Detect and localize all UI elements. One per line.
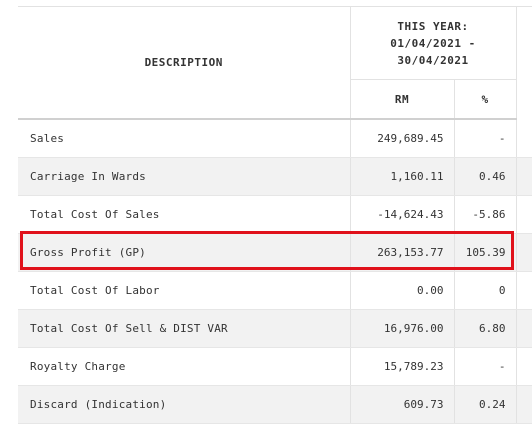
row-percent: 0.24 <box>453 385 517 424</box>
row-extra-cell <box>515 195 532 234</box>
table-row: Royalty Charge 15,789.23 - <box>18 347 532 386</box>
description-column-header: DESCRIPTION <box>18 6 350 120</box>
row-percent: 105.39 <box>453 233 517 272</box>
row-percent: 0.46 <box>453 157 517 196</box>
row-extra-cell <box>515 157 532 196</box>
row-description: Total Cost Of Sales <box>18 195 350 234</box>
rm-column-header: RM <box>349 79 454 120</box>
row-percent: 0 <box>453 271 517 310</box>
table-row: Sales 249,689.45 - <box>18 119 532 158</box>
financial-table-container: DESCRIPTION THIS YEAR: 01/04/2021 - 30/0… <box>18 6 532 436</box>
period-column-header: THIS YEAR: 01/04/2021 - 30/04/2021 <box>349 6 517 80</box>
row-amount-rm: 609.73 <box>349 385 454 424</box>
row-description: Discard (Indication) <box>18 385 350 424</box>
row-amount-rm: 16,976.00 <box>349 309 454 348</box>
row-extra-cell <box>515 233 532 272</box>
row-description: Sales <box>18 119 350 158</box>
table-row: Total Cost Of Sales -14,624.43 -5.86 <box>18 195 532 234</box>
row-extra-cell <box>515 309 532 348</box>
period-end-date: 30/04/2021 <box>397 53 469 67</box>
table-row: Carriage In Wards 1,160.11 0.46 <box>18 157 532 196</box>
row-extra-cell <box>515 385 532 424</box>
row-amount-rm: 1,160.11 <box>349 157 454 196</box>
table-row: Discard (Indication) 609.73 0.24 <box>18 385 532 424</box>
row-description: Royalty Charge <box>18 347 350 386</box>
row-description: Total Cost Of Labor <box>18 271 350 310</box>
row-amount-rm: -14,624.43 <box>349 195 454 234</box>
row-percent: -5.86 <box>453 195 517 234</box>
table-row: Total Cost Of Labor 0.00 0 <box>18 271 532 310</box>
table-row-gross-profit: Gross Profit (GP) 263,153.77 105.39 <box>18 233 532 272</box>
row-percent: 6.80 <box>453 309 517 348</box>
row-amount-rm: 15,789.23 <box>349 347 454 386</box>
row-description: Gross Profit (GP) <box>18 233 350 272</box>
row-percent: - <box>453 119 517 158</box>
row-amount-rm: 263,153.77 <box>349 233 454 272</box>
row-percent: - <box>453 347 517 386</box>
row-extra-cell <box>515 271 532 310</box>
row-amount-rm: 0.00 <box>349 271 454 310</box>
profit-loss-table: DESCRIPTION THIS YEAR: 01/04/2021 - 30/0… <box>18 6 532 424</box>
row-amount-rm: 249,689.45 <box>349 119 454 158</box>
period-label: THIS YEAR: <box>397 19 469 33</box>
percent-column-header: % <box>453 79 517 120</box>
extra-column-header <box>515 6 532 119</box>
row-description: Total Cost Of Sell & DIST VAR <box>18 309 350 348</box>
period-start-date: 01/04/2021 - <box>390 36 476 50</box>
table-row: Total Cost Of Sell & DIST VAR 16,976.00 … <box>18 309 532 348</box>
row-extra-cell <box>515 347 532 386</box>
row-description: Carriage In Wards <box>18 157 350 196</box>
row-extra-cell <box>515 119 532 158</box>
